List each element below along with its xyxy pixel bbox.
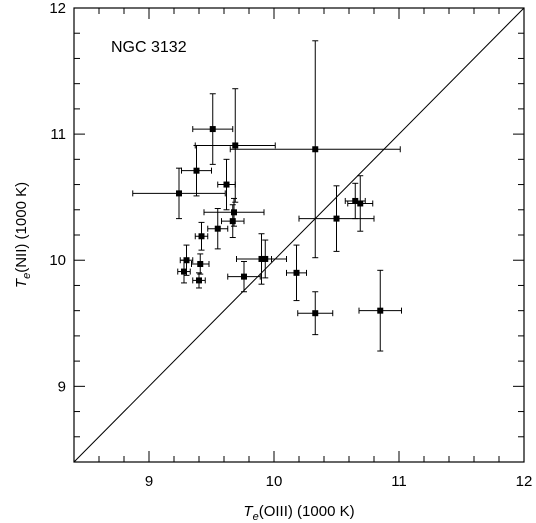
data-point xyxy=(214,225,221,232)
data-point xyxy=(229,218,236,225)
axis-ticks xyxy=(73,7,525,463)
y-axis-title-main: T xyxy=(13,277,30,288)
data-point xyxy=(377,307,384,314)
data-point xyxy=(231,209,237,216)
data-point xyxy=(258,255,265,262)
data-point xyxy=(232,142,239,149)
x-axis-title: Te(OIII) (1000 K) xyxy=(243,503,354,523)
axis-tick-labels: 9 10 11 12 9 10 11 12 xyxy=(49,0,532,490)
data-point xyxy=(183,257,190,264)
annotation-label: NGC 3132 xyxy=(111,39,187,56)
y-tick-label: 11 xyxy=(50,126,66,143)
y-axis-title: Te(NII) (1000 K) xyxy=(13,182,33,288)
x-axis-title-rest: (OIII) (1000 K) xyxy=(259,503,355,520)
data-point xyxy=(196,277,202,284)
y-axis-title-subscript: e xyxy=(21,273,33,279)
data-point xyxy=(357,200,364,207)
x-axis-title-main: T xyxy=(243,503,254,520)
data-point xyxy=(312,310,319,317)
x-tick-label: 9 xyxy=(145,473,153,490)
data-point xyxy=(333,215,340,222)
data-points xyxy=(176,126,384,317)
y-tick-label: 12 xyxy=(49,0,66,17)
x-tick-label: 10 xyxy=(266,473,283,490)
data-point xyxy=(176,190,182,197)
y-tick-label: 10 xyxy=(49,252,66,269)
data-point xyxy=(181,268,187,275)
x-axis-title-subscript: e xyxy=(253,511,259,523)
data-point xyxy=(193,167,200,174)
error-bars xyxy=(132,40,402,352)
data-point xyxy=(209,126,216,133)
data-point xyxy=(352,197,359,204)
one-to-one-reference-line xyxy=(73,7,525,463)
x-tick-label: 12 xyxy=(516,473,533,490)
data-point xyxy=(293,269,300,276)
data-point xyxy=(223,181,230,188)
data-point xyxy=(198,233,205,240)
y-tick-label: 9 xyxy=(58,378,66,395)
x-tick-label: 11 xyxy=(391,473,407,490)
data-point xyxy=(262,255,269,262)
data-point xyxy=(241,273,247,280)
y-axis-title-rest: (NII) (1000 K) xyxy=(13,182,30,273)
data-point xyxy=(197,261,204,268)
data-point xyxy=(312,146,319,153)
